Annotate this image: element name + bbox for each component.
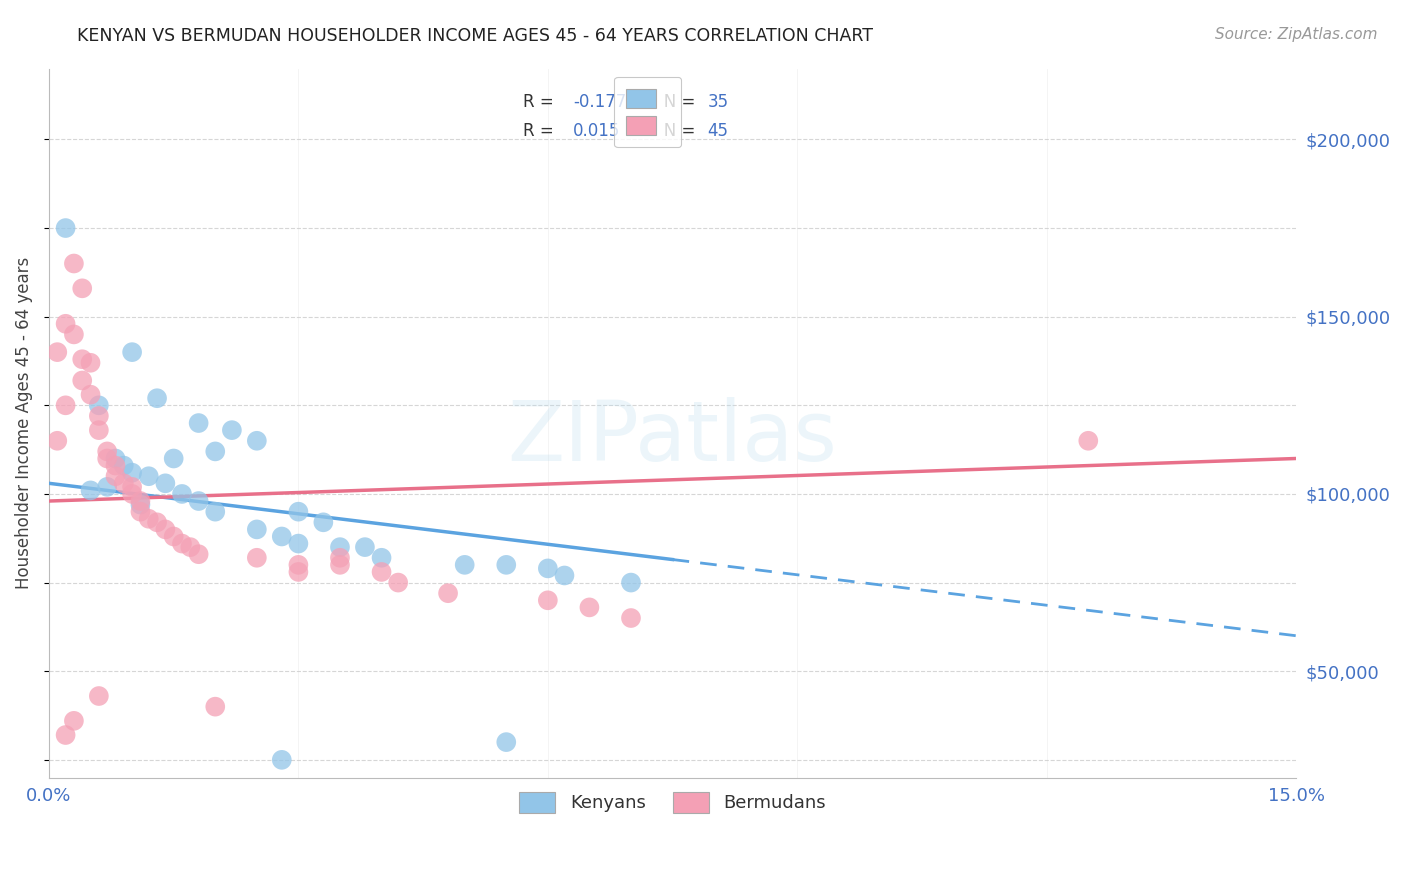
Point xyxy=(121,480,143,494)
Text: R =: R = xyxy=(523,121,560,140)
Text: N =: N = xyxy=(648,121,700,140)
Point xyxy=(87,409,110,423)
Point xyxy=(553,568,575,582)
Text: N =: N = xyxy=(648,94,700,112)
Point xyxy=(270,753,292,767)
Point xyxy=(112,476,135,491)
Point xyxy=(155,476,177,491)
Point xyxy=(370,565,392,579)
Point xyxy=(63,714,86,728)
Point xyxy=(1077,434,1099,448)
Point xyxy=(170,487,193,501)
Point xyxy=(96,444,118,458)
Point xyxy=(179,540,201,554)
Point xyxy=(70,352,93,367)
Point xyxy=(63,256,86,270)
Point xyxy=(287,558,309,572)
Point xyxy=(329,550,352,565)
Point xyxy=(70,281,93,295)
Point xyxy=(246,550,269,565)
Point xyxy=(170,536,193,550)
Point xyxy=(63,327,86,342)
Point xyxy=(204,444,226,458)
Point xyxy=(204,505,226,519)
Point xyxy=(329,558,352,572)
Point xyxy=(354,540,377,554)
Point xyxy=(87,398,110,412)
Point xyxy=(204,699,226,714)
Point xyxy=(578,600,600,615)
Point xyxy=(287,505,309,519)
Point xyxy=(370,550,392,565)
Text: 0.015: 0.015 xyxy=(572,121,620,140)
Point xyxy=(620,611,643,625)
Point xyxy=(387,575,409,590)
Y-axis label: Householder Income Ages 45 - 64 years: Householder Income Ages 45 - 64 years xyxy=(15,257,32,589)
Point xyxy=(620,575,643,590)
Point xyxy=(537,593,560,607)
Point xyxy=(537,561,560,575)
Point xyxy=(187,547,209,561)
Text: 35: 35 xyxy=(707,94,728,112)
Point xyxy=(163,451,186,466)
Point xyxy=(55,728,77,742)
Text: 45: 45 xyxy=(707,121,728,140)
Text: KENYAN VS BERMUDAN HOUSEHOLDER INCOME AGES 45 - 64 YEARS CORRELATION CHART: KENYAN VS BERMUDAN HOUSEHOLDER INCOME AG… xyxy=(77,27,873,45)
Point xyxy=(246,522,269,536)
Point xyxy=(287,536,309,550)
Point xyxy=(495,735,517,749)
Text: -0.177: -0.177 xyxy=(572,94,626,112)
Point xyxy=(329,540,352,554)
Point xyxy=(121,345,143,359)
Point xyxy=(55,221,77,235)
Point xyxy=(121,487,143,501)
Point xyxy=(104,458,127,473)
Point xyxy=(129,505,152,519)
Point xyxy=(129,494,152,508)
Point xyxy=(312,516,335,530)
Point xyxy=(138,469,160,483)
Text: R =: R = xyxy=(523,94,560,112)
Point xyxy=(437,586,460,600)
Point xyxy=(163,529,186,543)
Point xyxy=(270,529,292,543)
Text: Source: ZipAtlas.com: Source: ZipAtlas.com xyxy=(1215,27,1378,42)
Point xyxy=(146,391,169,405)
Point xyxy=(104,451,127,466)
Point xyxy=(246,434,269,448)
Point xyxy=(96,451,118,466)
Point xyxy=(187,416,209,430)
Point xyxy=(55,398,77,412)
Point xyxy=(87,423,110,437)
Point xyxy=(495,558,517,572)
Point xyxy=(96,480,118,494)
Legend: Kenyans, Bermudans: Kenyans, Bermudans xyxy=(506,779,838,825)
Point xyxy=(87,689,110,703)
Point xyxy=(146,516,169,530)
Point xyxy=(287,565,309,579)
Point xyxy=(454,558,477,572)
Point xyxy=(112,458,135,473)
Text: ZIPatlas: ZIPatlas xyxy=(508,397,838,478)
Point xyxy=(104,469,127,483)
Point xyxy=(129,498,152,512)
Point xyxy=(55,317,77,331)
Point xyxy=(70,374,93,388)
Point xyxy=(155,522,177,536)
Point xyxy=(138,512,160,526)
Point xyxy=(79,483,101,498)
Point xyxy=(46,345,69,359)
Point xyxy=(79,356,101,370)
Point xyxy=(79,387,101,401)
Point xyxy=(187,494,209,508)
Point xyxy=(221,423,243,437)
Point xyxy=(46,434,69,448)
Point xyxy=(121,466,143,480)
